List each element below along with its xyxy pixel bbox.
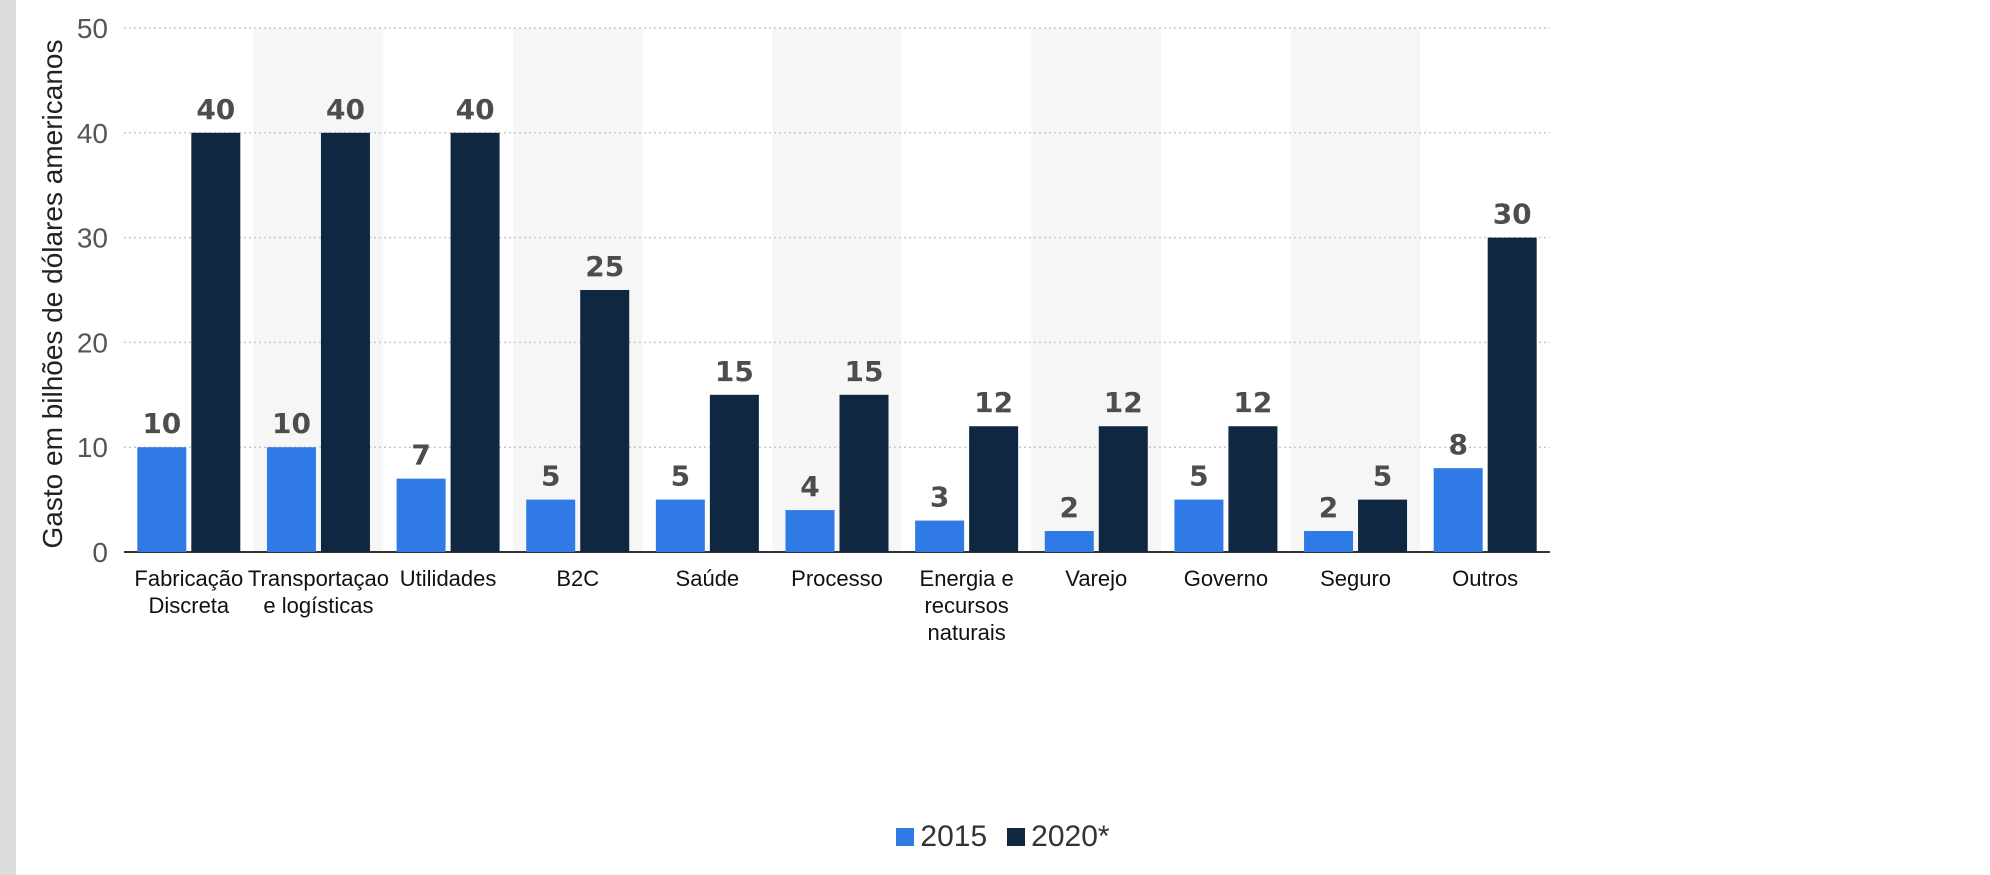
bar-2015[interactable] xyxy=(1174,499,1224,552)
data-label: 2 xyxy=(1060,491,1079,524)
x-tick-label: Varejo xyxy=(1065,566,1127,591)
bar-2020[interactable] xyxy=(320,132,370,553)
bar-2015[interactable] xyxy=(1044,531,1094,552)
bar-2015[interactable] xyxy=(266,447,316,552)
x-tick-label: Governo xyxy=(1184,566,1268,591)
data-label: 12 xyxy=(1104,386,1143,419)
legend: 2015 2020* xyxy=(16,820,1990,854)
data-label: 25 xyxy=(585,250,624,283)
bar-2020[interactable] xyxy=(1487,237,1537,552)
x-tick-label: e logísticas xyxy=(263,593,373,618)
x-tick-label: Discreta xyxy=(148,593,229,618)
bar-2015[interactable] xyxy=(396,478,446,552)
legend-label: 2015 xyxy=(920,820,988,853)
y-tick-label: 50 xyxy=(77,13,108,44)
bar-2015[interactable] xyxy=(1433,468,1483,552)
bar-2020[interactable] xyxy=(1098,426,1148,552)
data-label: 10 xyxy=(142,407,181,440)
y-axis-title: Gasto em bilhões de dólares americanos xyxy=(37,40,68,549)
bar-chart: 0 10 20 30 40 50 Gasto em bilhões de dólares a… xyxy=(37,13,1550,645)
data-label: 2 xyxy=(1319,491,1338,524)
bar-2015[interactable] xyxy=(526,499,576,552)
bar-2020[interactable] xyxy=(969,426,1019,552)
column-band xyxy=(1290,28,1421,552)
chart-frame: 0 10 20 30 40 50 Gasto em bilhões de dólares a… xyxy=(16,0,1990,875)
x-tick-label: recursos xyxy=(924,593,1008,618)
y-tick-label: 40 xyxy=(77,118,108,149)
y-tick-label: 0 xyxy=(92,537,108,568)
y-tick-label: 10 xyxy=(77,432,108,463)
data-label: 30 xyxy=(1493,198,1532,231)
bar-2015[interactable] xyxy=(137,447,187,552)
data-label: 40 xyxy=(326,93,365,126)
bar-2020[interactable] xyxy=(839,394,889,552)
x-tick-label: Energia e xyxy=(920,566,1014,591)
legend-swatch xyxy=(1007,828,1026,846)
x-tick-label: Outros xyxy=(1452,566,1518,591)
bar-2020[interactable] xyxy=(580,290,630,552)
x-tick-label: B2C xyxy=(556,566,599,591)
bar-2020[interactable] xyxy=(1358,499,1408,552)
y-tick-label: 30 xyxy=(77,223,108,254)
bar-2020[interactable] xyxy=(1228,426,1278,552)
legend-item[interactable]: 2020* xyxy=(1007,820,1110,854)
bar-2015[interactable] xyxy=(1304,531,1354,552)
data-label: 5 xyxy=(671,460,690,493)
x-tick-label: Utilidades xyxy=(400,566,497,591)
bar-2020[interactable] xyxy=(450,132,500,553)
data-label: 12 xyxy=(974,386,1013,419)
legend-swatch xyxy=(896,828,915,846)
legend-item[interactable]: 2015 xyxy=(896,820,987,854)
bar-2020[interactable] xyxy=(191,132,241,553)
bar-2015[interactable] xyxy=(785,510,835,552)
x-tick-label: Seguro xyxy=(1320,566,1391,591)
data-label: 7 xyxy=(411,439,430,472)
data-label: 10 xyxy=(272,407,311,440)
data-label: 15 xyxy=(845,355,884,388)
data-label: 40 xyxy=(456,93,495,126)
data-label: 8 xyxy=(1448,428,1467,461)
y-tick-label: 20 xyxy=(77,327,108,358)
bar-2015[interactable] xyxy=(655,499,705,552)
data-label: 40 xyxy=(196,93,235,126)
x-tick-label: Saúde xyxy=(676,566,740,591)
bar-2020[interactable] xyxy=(709,394,759,552)
x-tick-label: Processo xyxy=(791,566,883,591)
data-label: 12 xyxy=(1233,386,1272,419)
data-label: 3 xyxy=(930,481,949,514)
legend-label: 2020* xyxy=(1031,820,1110,853)
data-label: 5 xyxy=(1189,460,1208,493)
data-label: 15 xyxy=(715,355,754,388)
data-label: 4 xyxy=(800,470,819,503)
data-label: 5 xyxy=(541,460,560,493)
bar-2015[interactable] xyxy=(915,520,965,552)
x-tick-label: Transportaçao xyxy=(248,566,389,591)
x-tick-label: naturais xyxy=(927,620,1005,645)
x-tick-label: Fabricação xyxy=(134,566,243,591)
data-label: 5 xyxy=(1373,460,1392,493)
